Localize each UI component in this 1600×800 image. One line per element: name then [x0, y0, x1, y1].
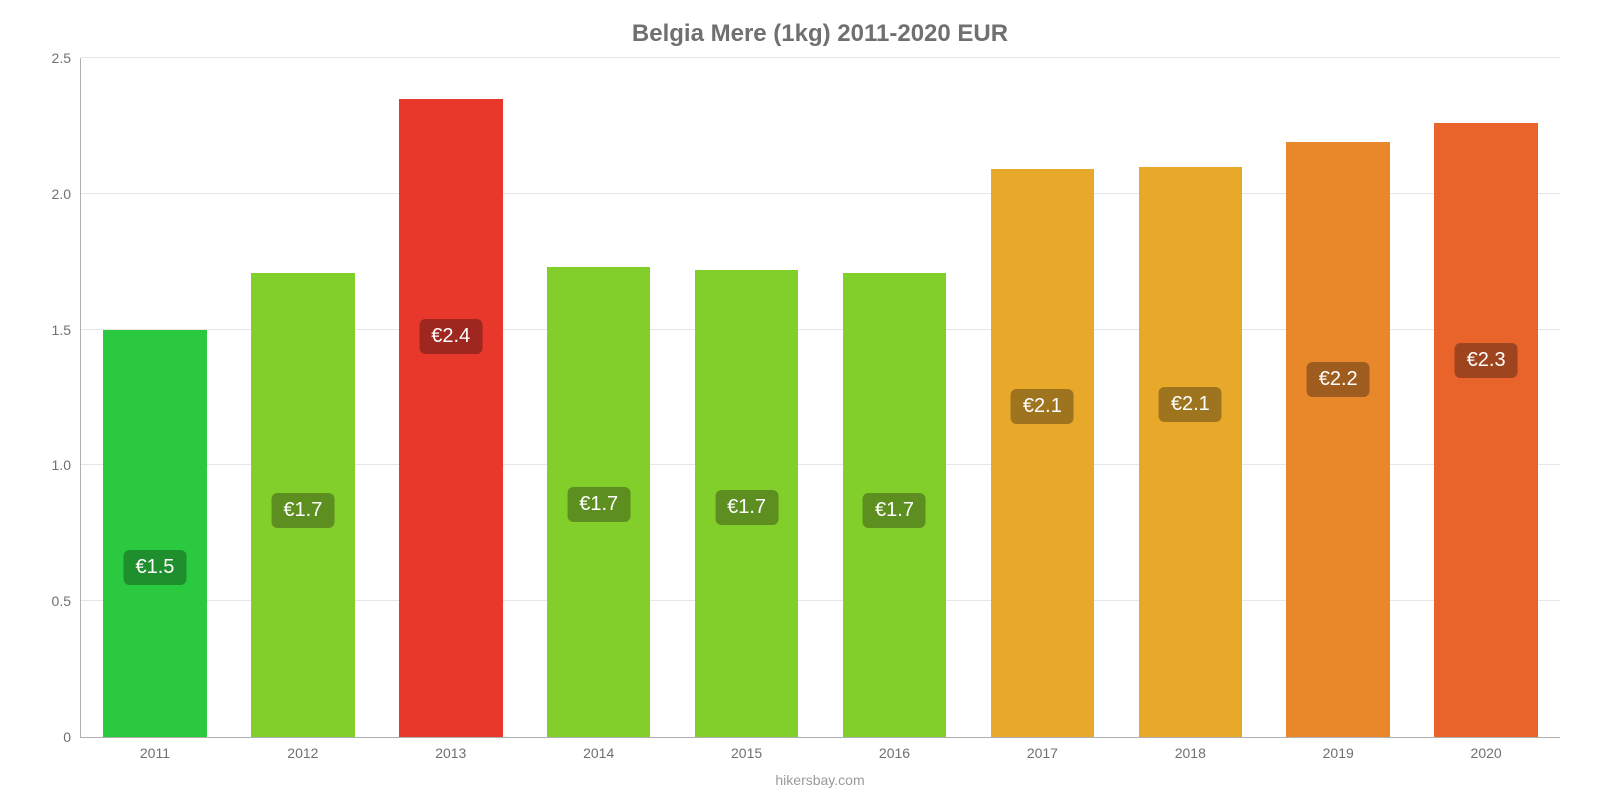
value-label: €2.1 — [1011, 389, 1074, 424]
y-tick-label: 2.0 — [52, 186, 81, 202]
bar: €2.3 — [1434, 123, 1538, 737]
value-label: €2.1 — [1159, 387, 1222, 422]
x-tick-label: 2017 — [1027, 745, 1058, 761]
bar: €2.2 — [1286, 142, 1390, 737]
x-tick-label: 2014 — [583, 745, 614, 761]
bar-slot: €2.22019 — [1264, 58, 1412, 737]
y-tick-label: 0 — [63, 729, 81, 745]
bar-slot: €1.72014 — [525, 58, 673, 737]
x-tick-label: 2020 — [1471, 745, 1502, 761]
bar: €1.7 — [695, 270, 799, 737]
value-label: €2.3 — [1455, 343, 1518, 378]
x-tick-label: 2016 — [879, 745, 910, 761]
bar: €1.7 — [843, 273, 947, 737]
bar-slot: €1.52011 — [81, 58, 229, 737]
bar-slot: €1.72016 — [821, 58, 969, 737]
y-tick-label: 1.0 — [52, 457, 81, 473]
value-label: €2.4 — [419, 319, 482, 354]
y-tick-label: 2.5 — [52, 50, 81, 66]
bar: €2.1 — [991, 169, 1095, 737]
bar-slot: €2.32020 — [1412, 58, 1560, 737]
value-label: €1.7 — [715, 490, 778, 525]
bar-slot: €2.12018 — [1116, 58, 1264, 737]
bar-slot: €2.42013 — [377, 58, 525, 737]
x-tick-label: 2011 — [140, 745, 170, 761]
value-label: €2.2 — [1307, 362, 1370, 397]
bar-slot: €2.12017 — [968, 58, 1116, 737]
source-label: hikersbay.com — [80, 772, 1560, 788]
bar-slot: €1.72012 — [229, 58, 377, 737]
bar: €2.1 — [1139, 167, 1243, 737]
x-tick-label: 2015 — [731, 745, 762, 761]
value-label: €1.7 — [567, 487, 630, 522]
plot-area: €1.52011€1.72012€2.42013€1.72014€1.72015… — [80, 58, 1560, 738]
bar: €1.7 — [251, 273, 355, 737]
chart-title: Belgia Mere (1kg) 2011-2020 EUR — [80, 20, 1560, 48]
bar: €2.4 — [399, 99, 503, 737]
value-label: €1.7 — [863, 493, 926, 528]
bar: €1.7 — [547, 267, 651, 737]
bar: €1.5 — [103, 330, 207, 737]
bars-container: €1.52011€1.72012€2.42013€1.72014€1.72015… — [81, 58, 1560, 737]
x-tick-label: 2012 — [287, 745, 318, 761]
value-label: €1.7 — [271, 493, 334, 528]
x-tick-label: 2019 — [1323, 745, 1354, 761]
value-label: €1.5 — [123, 550, 186, 585]
y-tick-label: 0.5 — [52, 593, 81, 609]
x-tick-label: 2013 — [435, 745, 466, 761]
bar-chart: Belgia Mere (1kg) 2011-2020 EUR €1.52011… — [0, 0, 1600, 800]
y-tick-label: 1.5 — [52, 322, 81, 338]
bar-slot: €1.72015 — [673, 58, 821, 737]
x-tick-label: 2018 — [1175, 745, 1206, 761]
